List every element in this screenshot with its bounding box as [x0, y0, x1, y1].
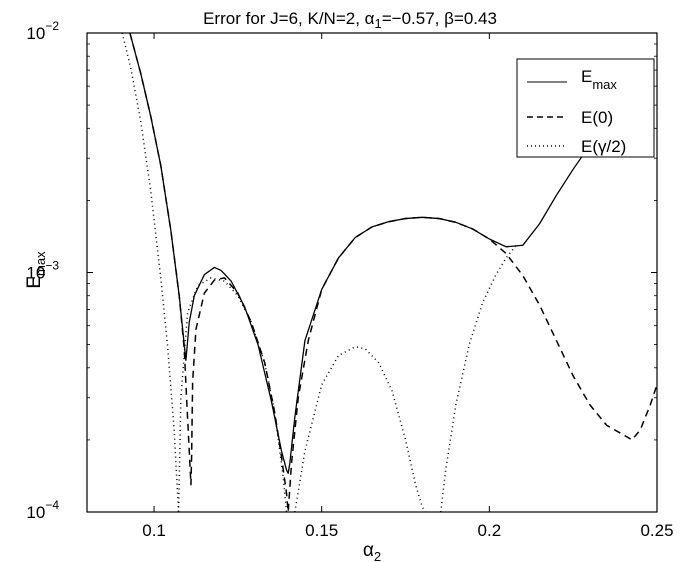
- series-emax-line: [129, 33, 601, 474]
- y-tick-label: 10−3: [26, 259, 59, 283]
- x-tick-label: 0.15: [305, 521, 338, 540]
- y-axis-label: Emax: [24, 251, 48, 289]
- series-e0-line: [129, 33, 657, 512]
- x-tick-label: 0.25: [640, 521, 673, 540]
- series-layer: [121, 33, 657, 512]
- y-axis: 10−2 10−3 10−4: [26, 19, 657, 522]
- series-egamma-segment-3: [439, 244, 517, 512]
- series-egamma-segment-1: [177, 277, 288, 512]
- legend: Emax E(0) E(γ/2): [516, 58, 655, 158]
- series-egamma-line: [121, 33, 180, 512]
- chart-title: Error for J=6, K/N=2, α1=−0.57, β=0.43: [203, 9, 497, 31]
- x-tick-label: 0.2: [478, 521, 502, 540]
- y-tick-label: 10−2: [26, 19, 59, 43]
- series-egamma-segment-2: [294, 345, 427, 512]
- legend-label-egamma: E(γ/2): [581, 137, 626, 156]
- y-tick-label: 10−4: [26, 498, 59, 522]
- legend-label-emax: Emax: [581, 67, 617, 92]
- x-axis: 0.1 0.15 0.2 0.25: [142, 33, 674, 540]
- x-axis-label: α2: [363, 540, 381, 562]
- legend-label-e0: E(0): [581, 108, 613, 127]
- x-tick-label: 0.1: [142, 521, 166, 540]
- legend-box: [516, 58, 655, 158]
